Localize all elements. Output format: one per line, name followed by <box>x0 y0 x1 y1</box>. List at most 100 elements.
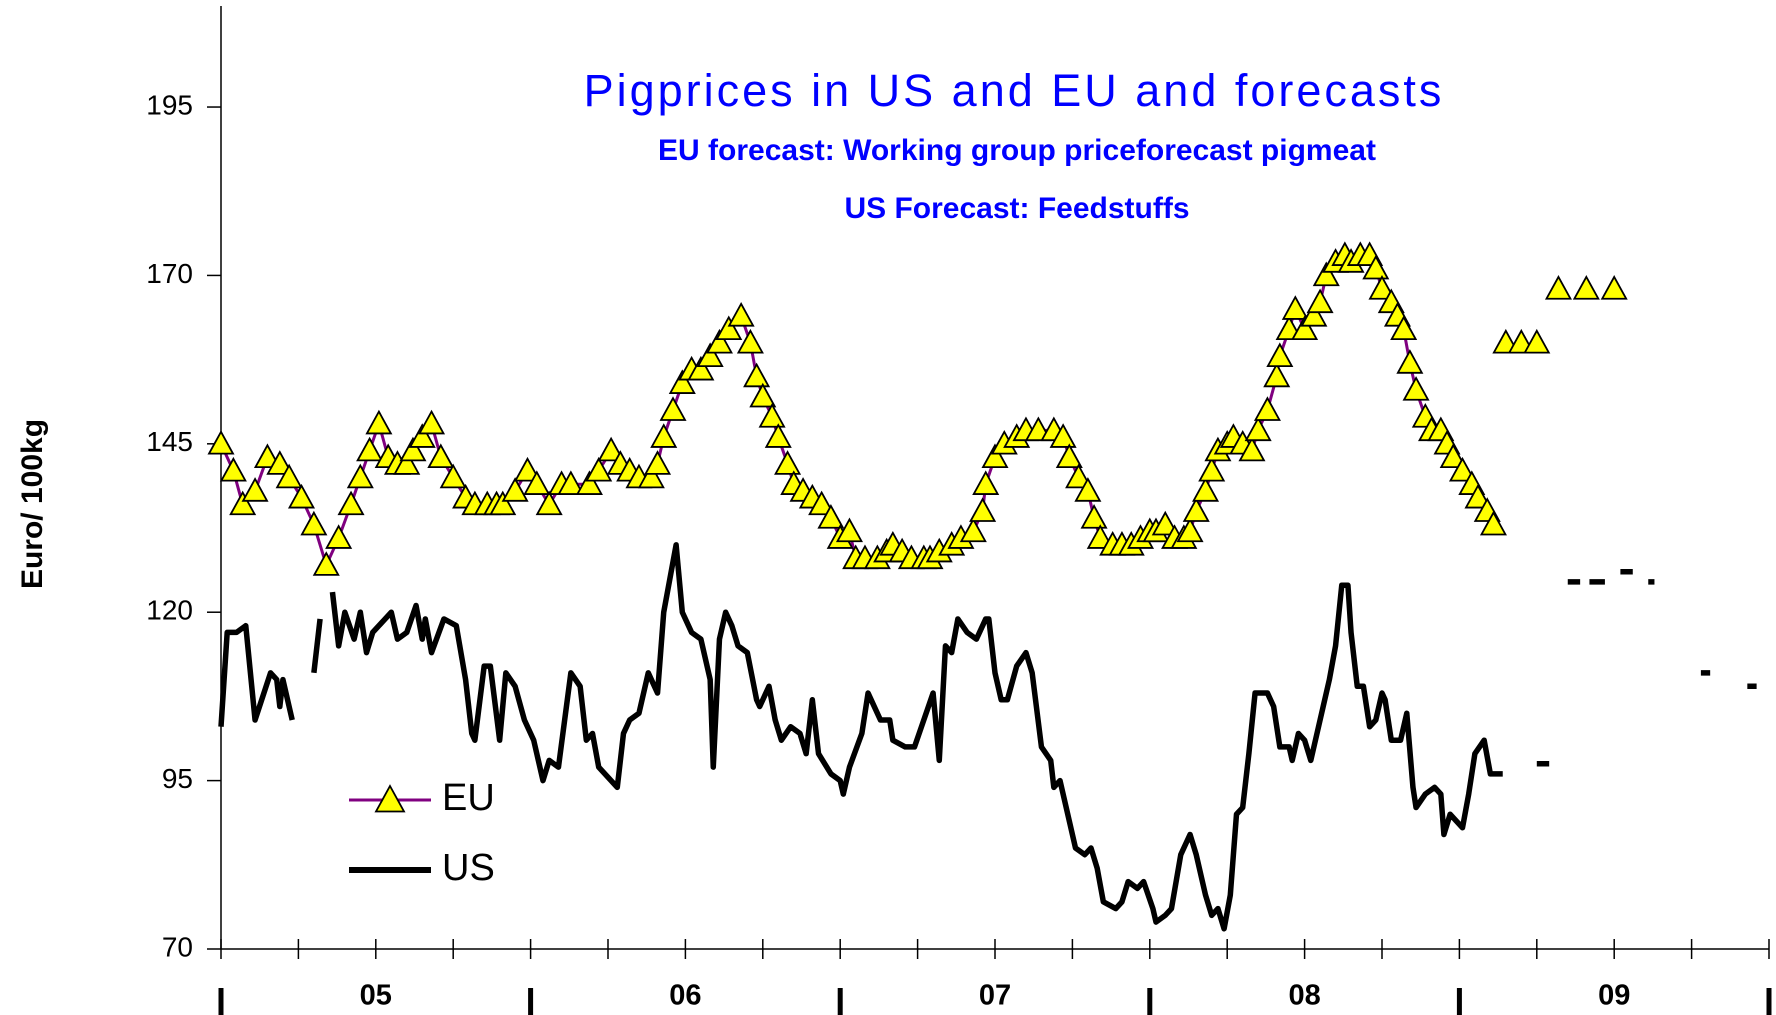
marker <box>253 443 281 469</box>
marker <box>659 396 687 421</box>
marker <box>241 477 269 502</box>
x-tick-label: 07 <box>979 980 1011 1012</box>
x-tick-label: 05 <box>360 980 392 1012</box>
marker <box>727 301 755 327</box>
marker <box>1544 275 1572 300</box>
marker <box>1396 349 1424 374</box>
marker <box>1263 362 1291 388</box>
marker <box>513 456 542 482</box>
y-tick-label: 70 <box>162 931 193 962</box>
marker <box>705 328 733 354</box>
x-tick-label: 06 <box>669 980 701 1012</box>
marker <box>1074 477 1102 502</box>
marker <box>1281 295 1309 320</box>
marker <box>287 483 316 509</box>
marker <box>972 470 1000 495</box>
marker <box>1151 510 1179 536</box>
marker <box>1368 275 1396 300</box>
marker <box>1390 315 1418 341</box>
marker <box>585 456 613 482</box>
marker <box>337 490 365 516</box>
marker <box>1600 275 1628 300</box>
marker <box>1176 517 1204 543</box>
y-tick-label: 195 <box>146 89 193 120</box>
y-tick-label: 95 <box>162 763 193 794</box>
marker <box>300 510 328 536</box>
marker <box>687 355 715 381</box>
marker <box>1523 328 1551 354</box>
marker <box>501 477 529 502</box>
marker <box>219 456 247 482</box>
legend-label: EU <box>442 777 495 819</box>
marker <box>356 436 384 462</box>
marker <box>535 490 563 516</box>
marker <box>575 470 603 495</box>
marker <box>1055 443 1083 469</box>
marker <box>1198 456 1226 482</box>
marker <box>557 470 585 495</box>
marker <box>275 463 303 489</box>
marker <box>774 450 802 475</box>
chart-title: Pigprices in US and EU and forecasts <box>584 65 1445 116</box>
marker <box>969 497 997 522</box>
marker <box>1182 497 1210 522</box>
marker <box>1266 342 1294 367</box>
marker <box>736 328 764 354</box>
marker <box>229 490 257 516</box>
series-line <box>218 542 1757 932</box>
marker <box>1049 423 1077 448</box>
y-tick-label: 170 <box>146 258 193 289</box>
marker <box>325 524 353 549</box>
marker <box>1244 416 1272 442</box>
chart-subtitle: US Forecast: Feedstuffs <box>844 192 1189 225</box>
marker <box>1362 254 1390 280</box>
marker <box>764 423 792 448</box>
marker <box>418 409 446 435</box>
marker <box>393 450 421 475</box>
x-tick-label: 09 <box>1598 980 1630 1012</box>
marker <box>597 436 625 462</box>
marker <box>1086 524 1114 549</box>
x-tick-label: 08 <box>1288 980 1320 1012</box>
marker <box>668 369 696 394</box>
marker <box>1192 477 1220 502</box>
marker <box>817 504 845 529</box>
marker <box>1291 315 1319 341</box>
marker <box>1464 483 1492 509</box>
marker <box>808 490 836 516</box>
marker <box>1065 463 1093 489</box>
marker <box>1572 275 1600 300</box>
legend-label: US <box>442 847 495 889</box>
series-line <box>221 255 1614 565</box>
marker <box>1253 396 1281 421</box>
marker <box>743 362 771 388</box>
marker <box>959 517 987 543</box>
marker <box>637 463 665 489</box>
marker <box>650 423 678 448</box>
marker <box>427 443 455 469</box>
marker <box>749 382 777 408</box>
marker <box>1306 288 1334 314</box>
y-tick-label: 120 <box>146 595 193 626</box>
marker <box>981 443 1009 469</box>
marker <box>266 450 294 475</box>
marker <box>835 517 864 543</box>
legend-marker <box>374 784 406 813</box>
marker <box>439 463 467 489</box>
marker <box>489 490 517 516</box>
marker <box>346 463 374 489</box>
marker <box>207 429 235 455</box>
chart-subtitle: EU forecast: Working group priceforecast… <box>658 134 1376 167</box>
marker <box>1448 456 1477 482</box>
marker <box>408 423 436 448</box>
marker <box>1080 504 1108 529</box>
marker <box>1479 510 1507 536</box>
marker <box>696 342 724 367</box>
marker <box>715 315 743 341</box>
marker <box>1300 301 1328 327</box>
y-axis-label: Euro/ 100kg <box>16 419 49 589</box>
marker <box>312 551 340 576</box>
marker <box>758 403 786 428</box>
marker <box>1238 436 1266 462</box>
